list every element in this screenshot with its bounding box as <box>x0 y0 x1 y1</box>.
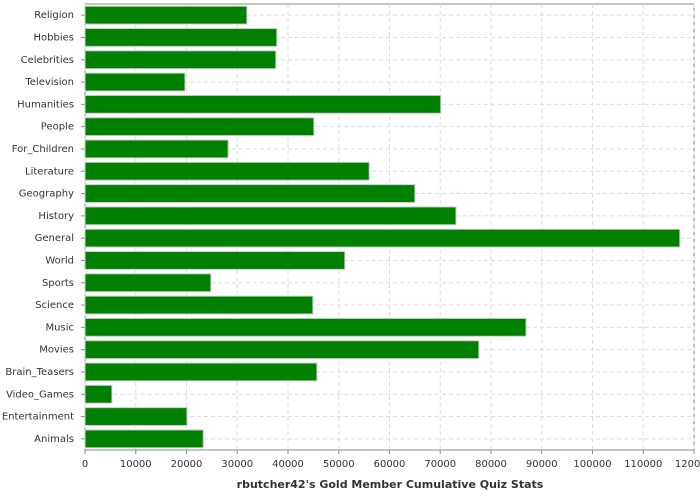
y-tick-label: Science <box>35 300 74 311</box>
bar <box>84 362 318 382</box>
bar <box>84 206 457 226</box>
y-tick-label: Animals <box>34 434 74 445</box>
y-tick-label: People <box>41 122 74 133</box>
y-tick-label: Entertainment <box>2 412 74 423</box>
y-tick-label: Literature <box>25 166 74 177</box>
y-tick-label: World <box>45 255 74 266</box>
y-tick-label: For_Children <box>12 144 74 155</box>
x-tick-label: 100000 <box>573 459 611 470</box>
y-tick-label: Movies <box>39 345 74 356</box>
x-tick-label: 80000 <box>475 459 507 470</box>
x-tick-label: 10000 <box>120 459 152 470</box>
bar <box>84 50 277 70</box>
y-tick-label: Sports <box>42 278 74 289</box>
y-tick-label: History <box>38 211 74 222</box>
bar <box>84 251 346 270</box>
y-tick-label: Hobbies <box>34 32 74 43</box>
bar <box>84 340 480 360</box>
bar <box>84 228 681 248</box>
y-tick-label: Religion <box>34 10 74 21</box>
y-tick-label: Humanities <box>17 99 74 110</box>
x-tick-label: 120000 <box>675 459 700 470</box>
x-tick-label: 110000 <box>624 459 662 470</box>
bar <box>84 407 188 426</box>
x-tick-label: 50000 <box>323 459 355 470</box>
bar <box>84 317 527 337</box>
bar <box>84 384 113 404</box>
y-tick-label: General <box>35 233 74 244</box>
bar <box>84 94 442 114</box>
y-tick-label: Celebrities <box>21 55 74 66</box>
x-tick-label: 90000 <box>526 459 558 470</box>
y-tick-label: Video_Games <box>6 389 74 400</box>
bar <box>84 184 416 203</box>
bar <box>84 295 314 315</box>
y-tick-label: Television <box>24 77 74 88</box>
x-tick-label: 40000 <box>272 459 304 470</box>
bar <box>84 139 229 159</box>
bar <box>84 5 248 25</box>
bar <box>84 72 186 92</box>
x-tick-label: 60000 <box>374 459 406 470</box>
bar <box>84 28 278 47</box>
bar <box>84 161 370 181</box>
bar <box>84 117 315 137</box>
x-tick-label: 30000 <box>221 459 253 470</box>
bar <box>84 273 212 293</box>
chart-title: rbutcher42's Gold Member Cumulative Quiz… <box>237 478 544 491</box>
x-tick-label: 0 <box>82 459 88 470</box>
y-tick-label: Music <box>46 322 74 333</box>
y-tick-label: Geography <box>19 189 74 200</box>
x-tick-label: 20000 <box>171 459 203 470</box>
y-tick-label: Brain_Teasers <box>5 367 74 378</box>
x-tick-label: 70000 <box>424 459 456 470</box>
bar <box>84 429 204 449</box>
